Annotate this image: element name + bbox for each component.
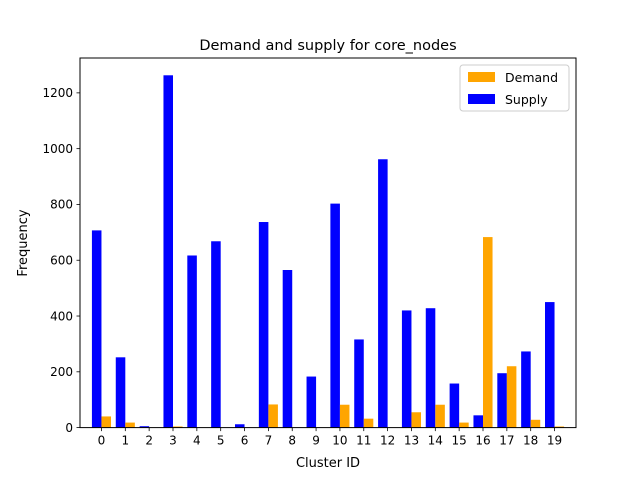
supply-bar [330, 203, 340, 428]
x-tick-label: 11 [356, 434, 371, 448]
supply-bar [354, 339, 364, 428]
y-axis: 0 200 400 600 800 1000 1200 [42, 86, 80, 435]
demand-legend-label: Demand [505, 70, 558, 85]
supply-bar [306, 376, 317, 428]
x-tick-label: 1 [121, 434, 129, 448]
x-tick-label: 3 [169, 434, 177, 448]
x-tick-label: 2 [145, 434, 153, 448]
legend: Demand Supply [459, 64, 570, 112]
supply-bar [425, 308, 436, 428]
supply-legend-swatch [468, 94, 495, 104]
demand-bar [268, 404, 278, 428]
demand-bar [339, 404, 350, 428]
y-tick-label: 200 [50, 365, 73, 379]
supply-bar [235, 424, 245, 428]
supply-bar [282, 270, 293, 428]
x-tick-label: 12 [380, 434, 395, 448]
supply-bar [521, 351, 531, 428]
demand-bar [125, 422, 135, 428]
demand-bar [506, 366, 517, 428]
x-tick-label: 10 [332, 434, 347, 448]
y-tick-label: 1000 [42, 142, 73, 156]
y-axis-label: Frequency [16, 209, 31, 276]
x-tick-label: 17 [499, 434, 514, 448]
x-tick-label: 18 [523, 434, 538, 448]
supply-bar [378, 159, 388, 428]
x-tick-label: 4 [193, 434, 201, 448]
supply-bar [187, 255, 197, 428]
demand-bar [101, 416, 111, 428]
chart-title: Demand and supply for core_nodes [199, 38, 456, 54]
supply-bar [91, 230, 102, 428]
supply-bar [449, 383, 460, 428]
supply-legend-label: Supply [505, 92, 548, 107]
supply-bar [473, 415, 483, 428]
supply-bar [211, 241, 221, 428]
x-tick-label: 5 [217, 434, 225, 448]
x-tick-label: 7 [265, 434, 273, 448]
demand-bar [173, 426, 183, 428]
x-tick-label: 15 [452, 434, 467, 448]
y-tick-label: 600 [50, 254, 73, 268]
supply-bar [401, 310, 412, 428]
y-tick-label: 800 [50, 198, 73, 212]
x-tick-label: 16 [475, 434, 490, 448]
x-tick-label: 19 [547, 434, 562, 448]
x-axis: 0 1 2 3 4 5 6 7 8 9 10 11 12 13 14 15 16 17 18 19 [98, 427, 562, 448]
demand-bar [530, 419, 541, 428]
x-tick-label: 8 [288, 434, 296, 448]
supply-bar [163, 75, 173, 428]
x-axis-label: Cluster ID [296, 456, 360, 471]
x-tick-label: 14 [428, 434, 443, 448]
plot-frame [79, 57, 577, 429]
demand-bar [435, 404, 445, 428]
demand-bar [554, 426, 565, 428]
demand-bar [459, 422, 469, 428]
demand-legend-swatch [468, 72, 495, 82]
x-tick-label: 6 [241, 434, 249, 448]
x-tick-label: 13 [404, 434, 419, 448]
y-tick-label: 0 [65, 421, 73, 435]
x-tick-label: 9 [312, 434, 320, 448]
supply-bar [545, 302, 555, 428]
y-tick-label: 1200 [42, 86, 73, 100]
supply-bar [497, 373, 507, 428]
supply-bar [139, 426, 150, 428]
x-tick-label: 0 [98, 434, 106, 448]
y-tick-label: 400 [50, 309, 73, 323]
demand-bar [411, 412, 421, 428]
bars-group [91, 75, 565, 428]
supply-bar [258, 222, 269, 428]
supply-bar [115, 357, 126, 428]
demand-bar [483, 237, 493, 428]
demand-bar [363, 418, 374, 428]
